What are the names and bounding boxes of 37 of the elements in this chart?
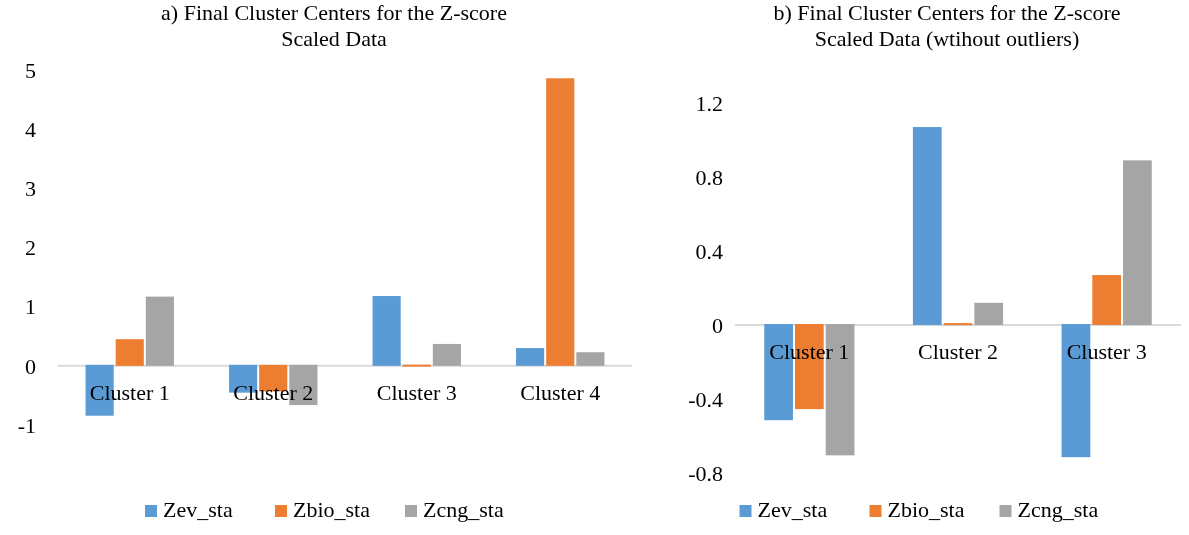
y-tick-label: 2 xyxy=(25,235,36,261)
bar xyxy=(115,339,144,366)
bar xyxy=(402,364,431,367)
x-tick-label: Cluster 3 xyxy=(376,379,457,405)
y-tick-label: 4 xyxy=(25,116,36,142)
bar xyxy=(372,296,401,366)
bar xyxy=(912,127,942,325)
legend-label: Zcng_sta xyxy=(423,497,504,522)
chart-title: a) Final Cluster Centers for the Z-score Scaled Data xyxy=(161,0,507,51)
bar xyxy=(576,352,605,366)
legend-label: Zev_sta xyxy=(757,497,828,522)
bar xyxy=(943,323,973,326)
bar xyxy=(1123,160,1152,325)
y-tick-label: 0.8 xyxy=(695,164,723,190)
y-tick-label: 5 xyxy=(25,57,36,83)
bar xyxy=(516,348,545,366)
y-tick-label: 3 xyxy=(25,176,36,202)
x-tick-label: Cluster 2 xyxy=(917,339,999,364)
y-tick-label: -1 xyxy=(17,412,36,438)
y-tick-label: -0.4 xyxy=(688,386,723,412)
legend-label: Zbio_sta xyxy=(293,497,371,522)
y-tick-label: 0.4 xyxy=(695,238,723,264)
bar xyxy=(145,296,174,366)
y-tick-label: -0.8 xyxy=(688,460,723,486)
y-tick-label: 1 xyxy=(25,294,36,320)
bar xyxy=(546,78,575,366)
x-tick-label: Cluster 4 xyxy=(520,379,601,405)
y-tick-label: 1.2 xyxy=(695,90,723,116)
bar xyxy=(432,343,461,366)
bar xyxy=(1092,275,1122,325)
legend-label: Zcng_sta xyxy=(1017,497,1099,522)
y-tick-label: 0 xyxy=(25,353,36,379)
legend-label: Zbio_sta xyxy=(887,497,965,522)
bar xyxy=(974,302,1004,325)
legend-label: Zev_sta xyxy=(163,497,233,522)
y-tick-label: 0 xyxy=(712,312,723,338)
chart-title: b) Final Cluster Centers for the Z-score Scaled Data (wtihout outliers) xyxy=(773,0,1121,51)
